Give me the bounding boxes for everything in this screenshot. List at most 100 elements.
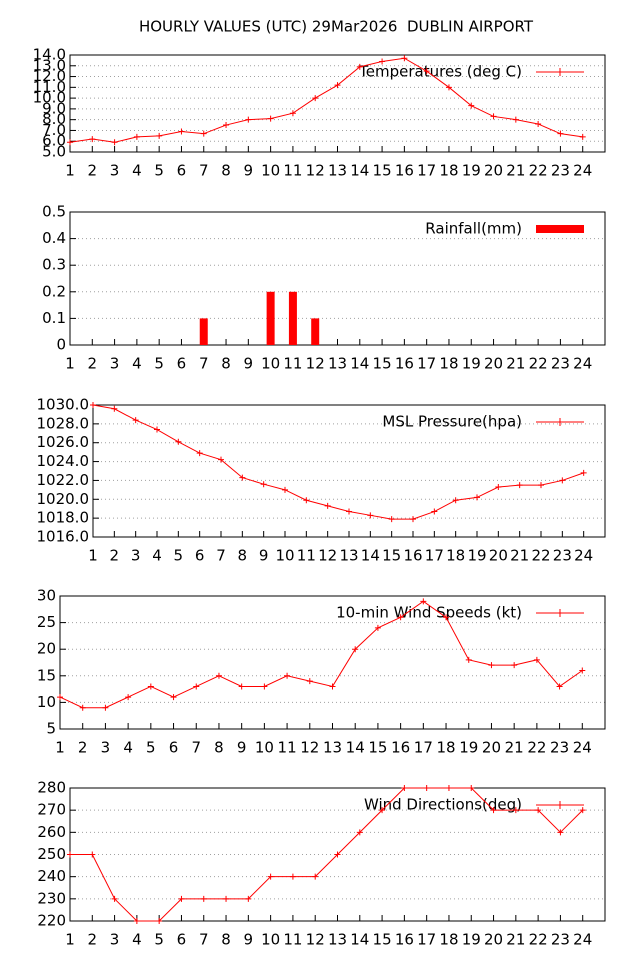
x-tick-label: 2 [78, 739, 88, 757]
bar [199, 318, 208, 345]
data-point [379, 807, 386, 814]
legend-label: Rainfall(mm) [425, 220, 522, 238]
data-point [490, 807, 497, 814]
x-tick-label: 1 [88, 547, 98, 565]
x-tick-label: 5 [154, 931, 164, 949]
data-line [92, 404, 584, 520]
y-tick-label: 25 [37, 613, 56, 631]
chart-title: HOURLY VALUES (UTC) 29Mar2026 DUBLIN AIR… [139, 18, 534, 36]
plot-border [69, 211, 606, 346]
y-tick-label: 240 [37, 867, 66, 885]
plot-border [69, 54, 606, 153]
data-point [468, 785, 475, 791]
data-point [200, 895, 207, 902]
data-point [102, 704, 109, 711]
data-point [267, 115, 274, 122]
x-tick-label: 1 [65, 162, 75, 180]
data-point [289, 110, 296, 117]
x-tick-label: 18 [439, 162, 458, 180]
bar [311, 318, 320, 345]
x-tick-label: 7 [191, 739, 201, 757]
data-point [423, 785, 430, 791]
x-tick-label: 22 [529, 355, 548, 373]
data-point [511, 662, 518, 669]
x-tick-label: 5 [174, 547, 184, 565]
y-tick-label: 0 [56, 336, 66, 354]
data-point [79, 704, 86, 711]
x-tick-label: 13 [328, 162, 347, 180]
x-tick-label: 3 [110, 931, 120, 949]
data-point [289, 873, 296, 880]
x-tick-label: 21 [510, 547, 529, 565]
y-tick-label: 9.0 [42, 99, 66, 117]
x-tick-label: 12 [306, 931, 325, 949]
data-point [388, 516, 395, 523]
x-tick-label: 11 [283, 162, 302, 180]
y-tick-label: 0.2 [42, 282, 66, 300]
x-tick-label: 16 [395, 162, 414, 180]
legend-marker [556, 68, 564, 76]
data-point [465, 656, 472, 663]
data-point [239, 474, 246, 481]
x-tick-label: 15 [382, 547, 401, 565]
y-tick-label: 13.0 [33, 56, 66, 74]
y-tick-label: 0.1 [42, 309, 66, 327]
x-tick-label: 22 [529, 931, 548, 949]
data-point [133, 133, 140, 140]
y-tick-label: 0.4 [42, 229, 66, 247]
y-tick-label: 260 [37, 823, 66, 841]
x-tick-label: 1 [55, 739, 65, 757]
y-tick-label: 220 [37, 912, 66, 930]
data-point [474, 494, 480, 501]
data-point [111, 895, 118, 902]
data-point [282, 486, 288, 493]
x-tick-label: 14 [350, 162, 369, 180]
y-tick-label: 1022.0 [37, 471, 90, 489]
data-point [538, 482, 544, 489]
data-point [579, 807, 586, 814]
data-point [512, 116, 519, 123]
x-tick-label: 12 [318, 547, 337, 565]
data-point [312, 95, 319, 102]
x-tick-label: 22 [527, 739, 546, 757]
x-tick-label: 20 [484, 931, 503, 949]
data-point [445, 785, 452, 791]
y-tick-label: 30 [37, 587, 56, 605]
data-point [218, 456, 224, 463]
x-tick-label: 5 [146, 739, 156, 757]
x-tick-label: 19 [462, 931, 481, 949]
data-point [284, 672, 291, 679]
x-tick-label: 1 [65, 931, 75, 949]
data-point [334, 82, 341, 89]
data-point [245, 895, 252, 902]
data-point [401, 55, 408, 62]
x-tick-label: 9 [244, 931, 254, 949]
data-point [303, 497, 310, 504]
x-tick-label: 23 [551, 931, 570, 949]
x-tick-label: 11 [283, 355, 302, 373]
x-tick-label: 14 [361, 547, 380, 565]
x-tick-label: 9 [237, 739, 247, 757]
x-tick-label: 15 [373, 162, 392, 180]
data-point [223, 895, 230, 902]
data-point [410, 516, 416, 523]
x-tick-label: 6 [177, 931, 187, 949]
x-tick-label: 18 [439, 355, 458, 373]
x-tick-label: 4 [132, 355, 142, 373]
x-tick-label: 19 [462, 162, 481, 180]
data-point [557, 130, 564, 137]
x-tick-label: 3 [110, 162, 120, 180]
legend-label: Wind Directions(deg) [364, 796, 522, 814]
x-tick-label: 24 [573, 162, 592, 180]
x-tick-label: 2 [110, 547, 120, 565]
y-tick-label: 5.0 [42, 143, 66, 161]
y-tick-label: 6.0 [42, 132, 66, 150]
x-tick-label: 22 [531, 547, 550, 565]
y-tick-label: 0.5 [42, 203, 66, 221]
data-point [57, 694, 63, 701]
data-point [346, 508, 352, 515]
x-tick-label: 21 [506, 931, 525, 949]
data-point [132, 417, 139, 424]
data-point [260, 481, 267, 488]
